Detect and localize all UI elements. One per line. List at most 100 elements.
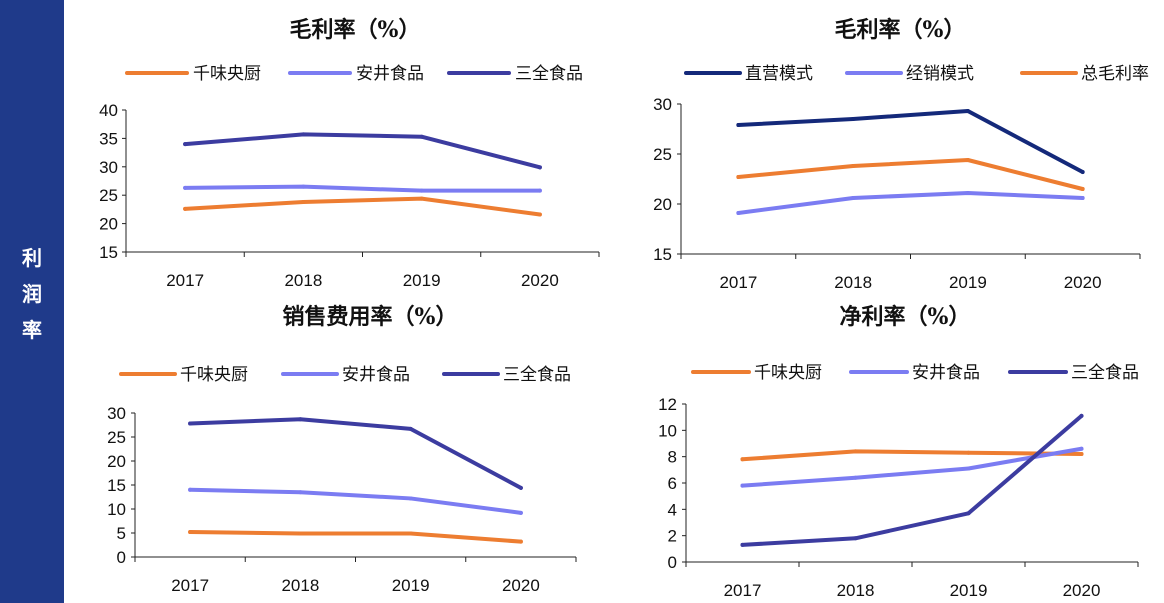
x-tick-label: 2018 [284, 271, 322, 290]
data-point [518, 539, 523, 544]
series-line [183, 184, 542, 193]
data-point [740, 457, 745, 462]
x-tick-label: 2019 [950, 581, 988, 600]
data-point [537, 212, 542, 217]
data-point [736, 175, 741, 179]
chart-title: 净利率（%） [840, 304, 971, 330]
data-point [183, 206, 188, 211]
data-point [853, 536, 858, 541]
x-tick-label: 2020 [1063, 581, 1101, 600]
series-line [188, 417, 523, 490]
legend-label: 千味央厨 [193, 64, 261, 84]
series-line [736, 158, 1085, 191]
data-point [851, 164, 856, 168]
series-line [736, 109, 1085, 174]
chart-title: 毛利率（%） [835, 17, 966, 43]
legend-label: 安井食品 [912, 363, 980, 383]
sidebar-char: 率 [22, 318, 42, 342]
data-point [851, 196, 856, 200]
series-line [740, 449, 1084, 462]
legend-label: 三全食品 [1071, 363, 1139, 383]
data-point [408, 496, 413, 501]
y-tick-label: 2 [668, 527, 677, 546]
x-tick-label: 2018 [281, 576, 319, 595]
legend-label: 直营模式 [745, 64, 813, 84]
y-tick-label: 25 [99, 186, 118, 205]
data-point [419, 188, 424, 193]
y-tick-label: 35 [99, 129, 118, 148]
legend-label: 安井食品 [342, 365, 410, 385]
data-point [966, 466, 971, 471]
data-point [966, 450, 971, 455]
data-point [1080, 170, 1085, 174]
data-point [965, 191, 970, 195]
sidebar-label: 利 润 率 [0, 240, 64, 348]
x-tick-label: 2017 [719, 273, 757, 292]
legend-label: 安井食品 [356, 64, 424, 84]
y-tick-label: 8 [668, 448, 677, 467]
x-tick-label: 2019 [392, 576, 430, 595]
data-point [965, 109, 970, 113]
legend-label: 千味央厨 [180, 365, 248, 385]
data-point [966, 511, 971, 516]
y-tick-label: 0 [117, 548, 126, 567]
data-point [419, 134, 424, 139]
data-point [736, 123, 741, 127]
data-point [853, 475, 858, 480]
series-line [740, 413, 1084, 547]
x-tick-label: 2017 [724, 581, 762, 600]
data-point [1079, 452, 1084, 457]
y-tick-label: 5 [117, 524, 126, 543]
chart-title: 毛利率（%） [290, 17, 421, 43]
data-point [1079, 413, 1084, 418]
y-tick-label: 20 [107, 452, 126, 471]
series-line [183, 196, 542, 217]
y-tick-label: 20 [99, 215, 118, 234]
series-line [188, 487, 523, 515]
y-tick-label: 30 [107, 404, 126, 423]
data-point [301, 132, 306, 137]
data-point [518, 510, 523, 515]
x-tick-label: 2018 [837, 581, 875, 600]
y-tick-label: 20 [653, 195, 672, 214]
y-tick-label: 15 [107, 476, 126, 495]
y-tick-label: 40 [99, 101, 118, 120]
data-point [183, 185, 188, 190]
x-tick-label: 2019 [403, 271, 441, 290]
data-point [188, 487, 193, 492]
legend-label: 三全食品 [503, 365, 571, 385]
y-tick-label: 6 [668, 474, 677, 493]
y-tick-label: 10 [658, 421, 677, 440]
y-tick-label: 15 [653, 245, 672, 264]
y-tick-label: 25 [653, 145, 672, 164]
x-tick-label: 2020 [521, 271, 559, 290]
data-point [408, 426, 413, 431]
data-point [183, 142, 188, 147]
data-point [537, 188, 542, 193]
y-tick-label: 0 [668, 553, 677, 572]
data-point [419, 196, 424, 201]
data-point [736, 211, 741, 215]
series-line [736, 191, 1085, 215]
x-tick-label: 2020 [502, 576, 540, 595]
data-point [298, 531, 303, 536]
x-tick-label: 2020 [1064, 273, 1102, 292]
data-point [301, 184, 306, 189]
sidebar-char: 利 [22, 246, 42, 270]
data-point [298, 417, 303, 422]
data-point [740, 542, 745, 547]
data-point [1079, 446, 1084, 451]
data-point [965, 158, 970, 162]
y-tick-label: 10 [107, 500, 126, 519]
x-tick-label: 2018 [834, 273, 872, 292]
data-point [518, 485, 523, 490]
y-tick-label: 25 [107, 428, 126, 447]
data-point [1080, 187, 1085, 191]
series-line [183, 132, 542, 170]
y-tick-label: 15 [99, 243, 118, 262]
y-tick-label: 12 [658, 395, 677, 414]
legend-label: 经销模式 [906, 64, 974, 84]
y-tick-label: 4 [668, 500, 677, 519]
sidebar-char: 润 [22, 282, 42, 306]
